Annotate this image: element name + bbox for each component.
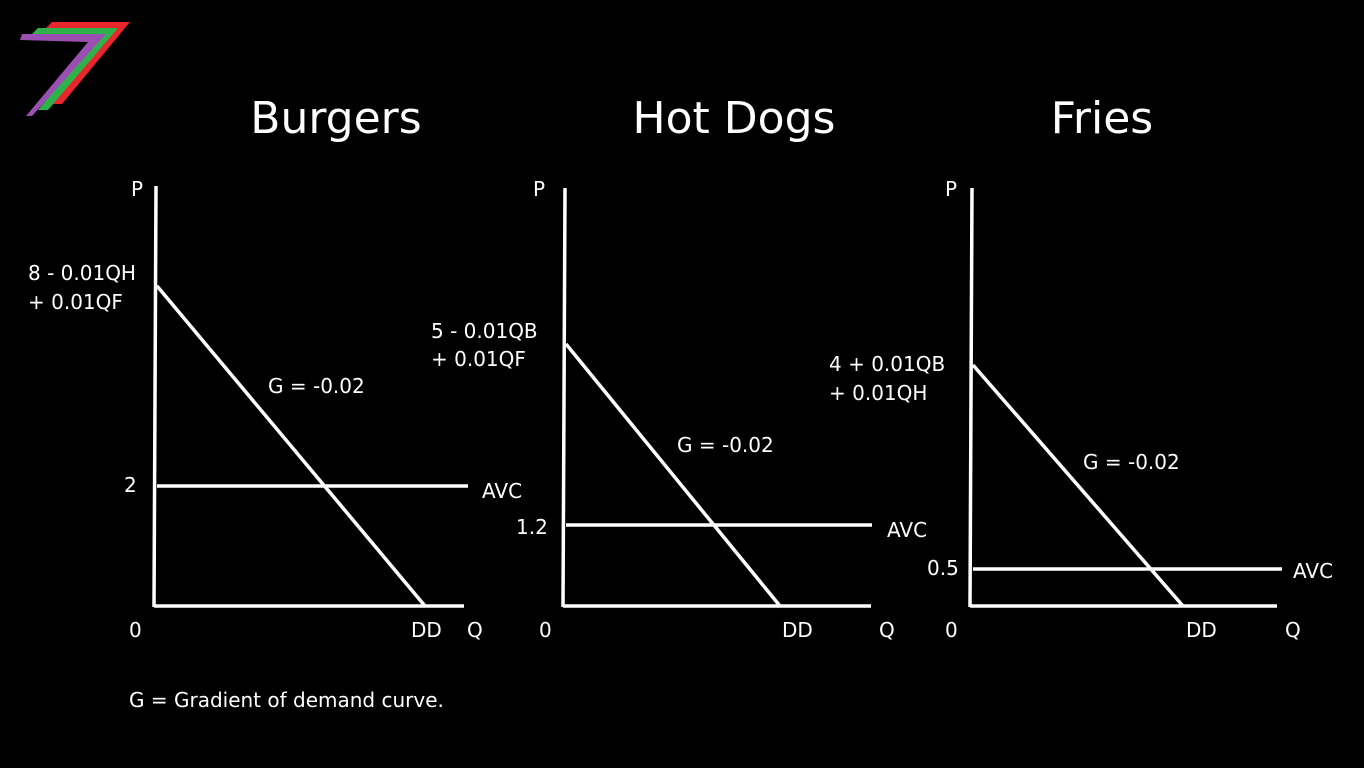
demand-curve — [971, 363, 1185, 608]
price-axis — [561, 187, 567, 608]
intercept-label-line2: + 0.01QF — [431, 347, 526, 371]
avc-value-label: 1.2 — [516, 515, 548, 539]
avc-label: AVC — [482, 479, 522, 503]
dd-label: DD — [411, 618, 442, 642]
panel-burgers: Burgers P 8 - 0.01QH + 0.01QF G = -0.02 … — [28, 93, 522, 642]
avc-label: AVC — [1293, 559, 1333, 583]
gradient-label: G = -0.02 — [677, 433, 774, 457]
gradient-label: G = -0.02 — [268, 374, 365, 398]
avc-value-label: 2 — [124, 473, 137, 497]
price-axis — [152, 185, 158, 608]
dd-label: DD — [782, 618, 813, 642]
intercept-label-line2: + 0.01QH — [829, 381, 927, 405]
gradient-label: G = -0.02 — [1083, 450, 1180, 474]
avc-value-label: 0.5 — [927, 556, 959, 580]
panel-title: Burgers — [250, 93, 421, 144]
origin-label: 0 — [539, 618, 552, 642]
panel-fries: Fries P 4 + 0.01QB + 0.01QH G = -0.02 0.… — [829, 93, 1333, 642]
demand-curve — [564, 342, 782, 608]
intercept-label-line1: 8 - 0.01QH — [28, 261, 136, 285]
price-axis-label: P — [533, 177, 545, 201]
panel-title: Fries — [1051, 93, 1153, 144]
logo-stripe-purple — [20, 34, 106, 116]
intercept-label-line1: 5 - 0.01QB — [431, 319, 538, 343]
intercept-label-line2: + 0.01QF — [28, 290, 123, 314]
demand-curve — [155, 284, 427, 608]
panel-title: Hot Dogs — [633, 93, 836, 144]
intercept-label-line1: 4 + 0.01QB — [829, 352, 945, 376]
footnote: G = Gradient of demand curve. — [129, 688, 444, 712]
quantity-axis-label: Q — [879, 618, 895, 642]
avc-label: AVC — [887, 518, 927, 542]
logo — [20, 22, 130, 116]
origin-label: 0 — [945, 618, 958, 642]
price-axis-label: P — [945, 177, 957, 201]
quantity-axis-label: Q — [1285, 618, 1301, 642]
price-axis-label: P — [131, 177, 143, 201]
dd-label: DD — [1186, 618, 1217, 642]
origin-label: 0 — [129, 618, 142, 642]
panel-hot-dogs: Hot Dogs P 5 - 0.01QB + 0.01QF G = -0.02… — [431, 93, 927, 642]
price-axis — [968, 187, 974, 608]
quantity-axis-label: Q — [467, 618, 483, 642]
